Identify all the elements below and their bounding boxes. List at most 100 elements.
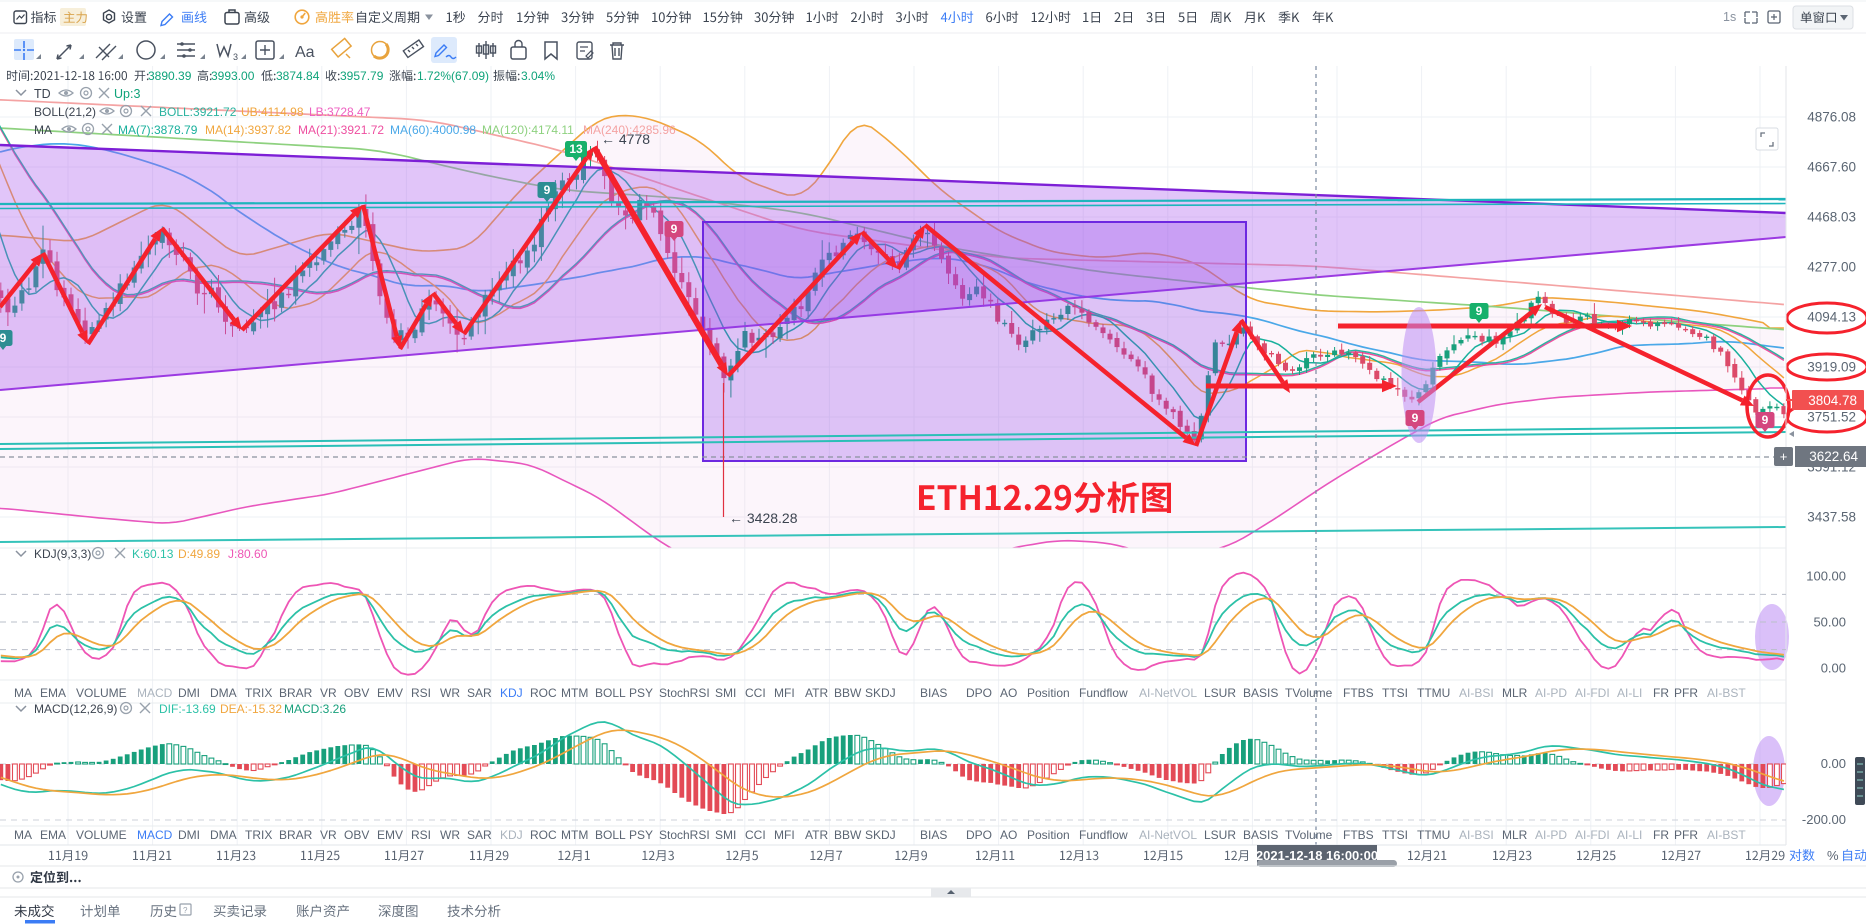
- svg-text:WR: WR: [440, 686, 460, 700]
- svg-text:SMI: SMI: [715, 828, 736, 842]
- svg-text:Position: Position: [1027, 686, 1070, 700]
- svg-text:AI-PD: AI-PD: [1535, 686, 1567, 700]
- svg-text:MLR: MLR: [1502, 828, 1528, 842]
- svg-text:4876.08: 4876.08: [1807, 110, 1856, 125]
- svg-text:TTSI: TTSI: [1382, 828, 1408, 842]
- svg-text:VR: VR: [320, 828, 337, 842]
- svg-text:AI-LI: AI-LI: [1617, 828, 1642, 842]
- svg-text:100.00: 100.00: [1806, 569, 1846, 584]
- svg-text:AO: AO: [1000, 686, 1017, 700]
- svg-text:9: 9: [1762, 413, 1769, 427]
- svg-text:0.00: 0.00: [1821, 756, 1846, 771]
- svg-text:KDJ: KDJ: [500, 828, 523, 842]
- svg-text:EMA: EMA: [40, 828, 66, 842]
- svg-text:FTBS: FTBS: [1343, 828, 1374, 842]
- svg-text:9: 9: [0, 331, 7, 345]
- svg-text:AI-NetVOL: AI-NetVOL: [1139, 828, 1197, 842]
- svg-text:9: 9: [1476, 304, 1483, 318]
- svg-text:StochRSI: StochRSI: [659, 828, 710, 842]
- svg-text:Aa: Aa: [295, 44, 315, 61]
- svg-text:Fundflow: Fundflow: [1079, 686, 1128, 700]
- svg-text:WR: WR: [440, 828, 460, 842]
- svg-text:BOLL(21,2): BOLL(21,2): [34, 105, 96, 119]
- svg-text:MA(21):3921.72: MA(21):3921.72: [298, 123, 384, 137]
- svg-text:TTSI: TTSI: [1382, 686, 1408, 700]
- svg-text:OBV: OBV: [344, 686, 369, 700]
- svg-text:3.04%: 3.04%: [521, 69, 555, 83]
- svg-text:50.00: 50.00: [1813, 615, 1846, 630]
- svg-text:RSI: RSI: [411, 828, 431, 842]
- svg-text:3890.39: 3890.39: [148, 69, 192, 83]
- svg-text:MFI: MFI: [774, 828, 795, 842]
- svg-text:DIF:-13.69: DIF:-13.69: [159, 702, 216, 716]
- svg-text:MA(120):4174.11: MA(120):4174.11: [482, 123, 574, 137]
- svg-text:3: 3: [233, 52, 238, 62]
- svg-text:AI-FDI: AI-FDI: [1575, 828, 1610, 842]
- svg-text:LSUR: LSUR: [1204, 686, 1236, 700]
- svg-text:KDJ: KDJ: [500, 686, 523, 700]
- svg-text:SAR: SAR: [467, 828, 492, 842]
- svg-text:AI-NetVOL: AI-NetVOL: [1139, 686, 1197, 700]
- svg-text:MA(240):4285.96: MA(240):4285.96: [583, 123, 676, 137]
- svg-text:EMV: EMV: [377, 828, 403, 842]
- svg-text:TVolume: TVolume: [1285, 828, 1333, 842]
- svg-text:K:60.13: K:60.13: [132, 547, 174, 561]
- svg-text:EMV: EMV: [377, 686, 403, 700]
- svg-text:AI-PD: AI-PD: [1535, 828, 1567, 842]
- svg-text:?: ?: [183, 906, 188, 915]
- svg-text:ATR: ATR: [805, 686, 828, 700]
- svg-text:CCI: CCI: [745, 828, 766, 842]
- svg-text:AI-BSI: AI-BSI: [1459, 686, 1494, 700]
- svg-text:BRAR: BRAR: [279, 828, 313, 842]
- svg-text:BRAR: BRAR: [279, 686, 313, 700]
- svg-text:MACD: MACD: [137, 686, 173, 700]
- svg-text:KDJ(9,3,3): KDJ(9,3,3): [34, 547, 91, 561]
- svg-text:DPO: DPO: [966, 828, 992, 842]
- svg-text:MACD(12,26,9): MACD(12,26,9): [34, 702, 117, 716]
- svg-text:StochRSI: StochRSI: [659, 686, 710, 700]
- svg-text:LSUR: LSUR: [1204, 828, 1236, 842]
- svg-text:DMI: DMI: [178, 828, 200, 842]
- svg-text:VOLUME: VOLUME: [76, 828, 127, 842]
- svg-text:3437.58: 3437.58: [1807, 510, 1856, 525]
- svg-text:4277.00: 4277.00: [1807, 260, 1856, 275]
- svg-text:LB:3728.47: LB:3728.47: [309, 105, 371, 119]
- svg-text:Position: Position: [1027, 828, 1070, 842]
- svg-text:OBV: OBV: [344, 828, 369, 842]
- svg-text:MA: MA: [14, 828, 32, 842]
- svg-text:BIAS: BIAS: [920, 686, 947, 700]
- svg-text:AI-LI: AI-LI: [1617, 686, 1642, 700]
- svg-text:RSI: RSI: [411, 686, 431, 700]
- svg-text:MACD: MACD: [137, 828, 173, 842]
- svg-text:BASIS: BASIS: [1243, 686, 1278, 700]
- svg-text:DEA:-15.32: DEA:-15.32: [220, 702, 282, 716]
- svg-text:PSY: PSY: [629, 828, 653, 842]
- svg-text:4094.13: 4094.13: [1807, 310, 1856, 325]
- svg-text:%: %: [1827, 848, 1839, 863]
- svg-text:DMA: DMA: [210, 686, 237, 700]
- svg-text:3804.78: 3804.78: [1808, 393, 1857, 408]
- svg-text:DMA: DMA: [210, 828, 237, 842]
- svg-text:BOLL: BOLL: [595, 828, 626, 842]
- svg-text:SAR: SAR: [467, 686, 492, 700]
- svg-text:BOLL: BOLL: [595, 686, 626, 700]
- svg-text:FR: FR: [1653, 828, 1669, 842]
- svg-text:9: 9: [1412, 411, 1419, 425]
- svg-text:3622.64: 3622.64: [1809, 449, 1858, 464]
- svg-text:Up:3: Up:3: [114, 87, 140, 101]
- svg-text:MA: MA: [34, 123, 52, 137]
- svg-text:← 3428.28: ← 3428.28: [729, 510, 798, 526]
- svg-text:ROC: ROC: [530, 686, 557, 700]
- svg-text:AI-BSI: AI-BSI: [1459, 828, 1494, 842]
- svg-text:TTMU: TTMU: [1417, 686, 1450, 700]
- svg-text:ROC: ROC: [530, 828, 557, 842]
- svg-text:BIAS: BIAS: [920, 828, 947, 842]
- svg-text:2021-12-18 16:00:00: 2021-12-18 16:00:00: [1256, 848, 1378, 863]
- svg-text:4667.60: 4667.60: [1807, 160, 1856, 175]
- svg-text:AI-BST: AI-BST: [1707, 686, 1746, 700]
- svg-text:TRIX: TRIX: [245, 686, 272, 700]
- svg-text:1s: 1s: [1723, 10, 1736, 24]
- svg-text:VR: VR: [320, 686, 337, 700]
- svg-text:0.00: 0.00: [1821, 661, 1846, 676]
- svg-text:MACD:3.26: MACD:3.26: [284, 702, 346, 716]
